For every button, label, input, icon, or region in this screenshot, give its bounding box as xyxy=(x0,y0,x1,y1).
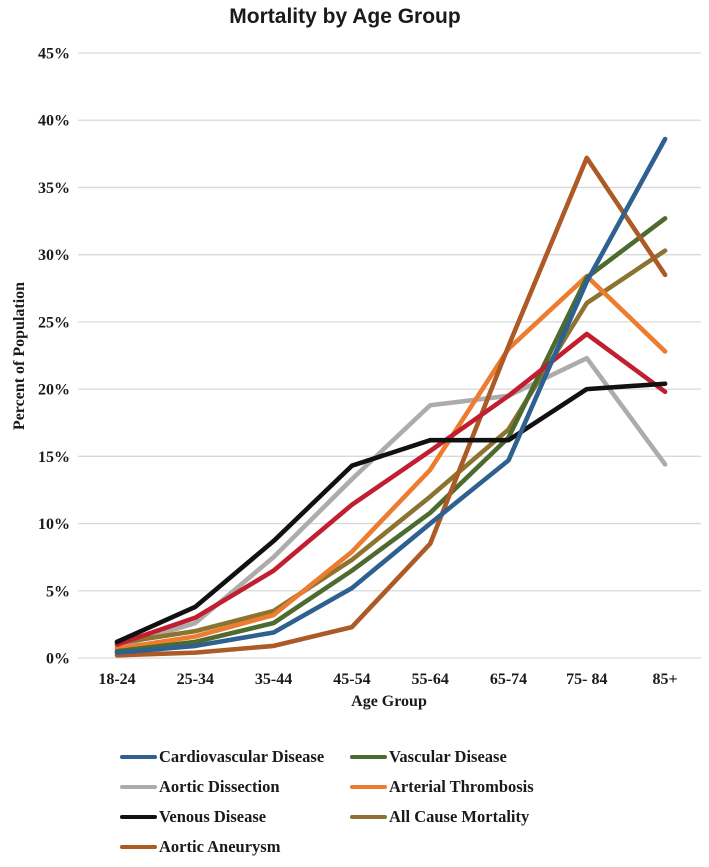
y-tick-15%: 15% xyxy=(38,449,70,466)
y-tick-45%: 45% xyxy=(38,46,70,63)
x-tick-45-54: 45-54 xyxy=(333,671,370,688)
series-line-aortic-aneurysm xyxy=(114,155,668,658)
series-lines xyxy=(114,136,668,658)
y-tick-10%: 10% xyxy=(38,516,70,533)
gridlines xyxy=(78,52,701,659)
y-tick-35%: 35% xyxy=(38,180,70,197)
x-tick-85+: 85+ xyxy=(653,671,678,688)
x-tick-25-34: 25-34 xyxy=(177,671,214,688)
series-line-vascular-disease xyxy=(114,216,668,654)
series-line-all-cause-mortality xyxy=(114,248,668,646)
series-line-venous-disease xyxy=(114,381,668,645)
y-tick-5%: 5% xyxy=(46,583,70,600)
x-axis-tick-labels: 18-24 25-34 35-44 45-54 55-64 65-74 75- 84 85+ xyxy=(98,671,677,688)
chart-title: Mortality by Age Group xyxy=(229,5,460,28)
y-tick-25%: 25% xyxy=(38,314,70,331)
y-tick-0%: 0% xyxy=(46,651,70,668)
series-line-arterial-thrombosis xyxy=(114,273,668,651)
x-tick-65-74: 65-74 xyxy=(490,671,527,688)
x-tick-18-24: 18-24 xyxy=(98,671,135,688)
series-line-cardiovascular-disease xyxy=(114,136,668,655)
y-tick-20%: 20% xyxy=(38,382,70,399)
x-tick-55-64: 55-64 xyxy=(412,671,449,688)
x-tick-75-84: 75- 84 xyxy=(566,671,607,688)
y-tick-40%: 40% xyxy=(38,113,70,130)
series-line-unlabeled-red-series xyxy=(114,331,668,647)
x-tick-35-44: 35-44 xyxy=(255,671,292,688)
x-axis-title: Age Group xyxy=(351,693,427,710)
y-axis-title: Percent of Population xyxy=(11,282,28,430)
y-axis-tick-labels: 0% 5% 10% 15% 20% 25% 30% 35% 40% 45% xyxy=(38,46,70,668)
y-tick-30%: 30% xyxy=(38,247,70,264)
